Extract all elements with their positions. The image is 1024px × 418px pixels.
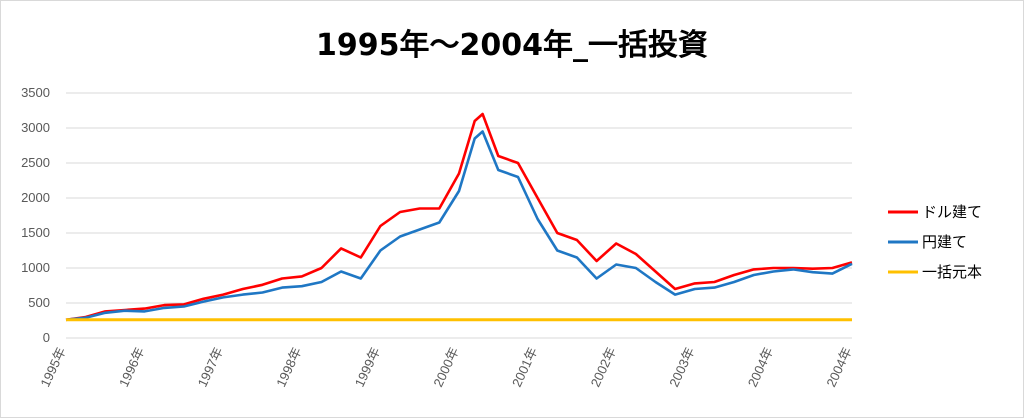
y-tick-label: 1500: [21, 225, 50, 240]
x-tick-label: 2004年: [823, 345, 854, 389]
x-tick-label: 1995年: [37, 345, 68, 389]
x-tick-label: 2004年: [745, 345, 776, 389]
chart-title: 1995年～2004年_一括投資: [316, 28, 708, 63]
x-tick-label: 1999年: [352, 345, 383, 389]
y-tick-label: 0: [43, 330, 50, 345]
y-tick-label: 3500: [21, 85, 50, 100]
legend-label: 円建て: [922, 233, 967, 251]
y-tick-label: 3000: [21, 120, 50, 135]
legend-label: ドル建て: [922, 203, 982, 221]
series-line-2: [65, 130, 853, 322]
series-line-1: [65, 112, 853, 322]
x-tick-label: 2001年: [509, 345, 540, 389]
y-tick-label: 500: [28, 295, 50, 310]
y-tick-label: 2000: [21, 190, 50, 205]
x-tick-label: 2003年: [666, 345, 697, 389]
x-tick-label: 1997年: [195, 345, 226, 389]
y-tick-label: 2500: [21, 155, 50, 170]
x-tick-label: 2002年: [588, 345, 619, 389]
y-tick-label: 1000: [21, 260, 50, 275]
legend-label: 一括元本: [922, 263, 982, 281]
x-tick-label: 1996年: [116, 345, 147, 389]
x-tick-label: 1998年: [273, 345, 304, 389]
x-tick-label: 2000年: [430, 345, 461, 389]
